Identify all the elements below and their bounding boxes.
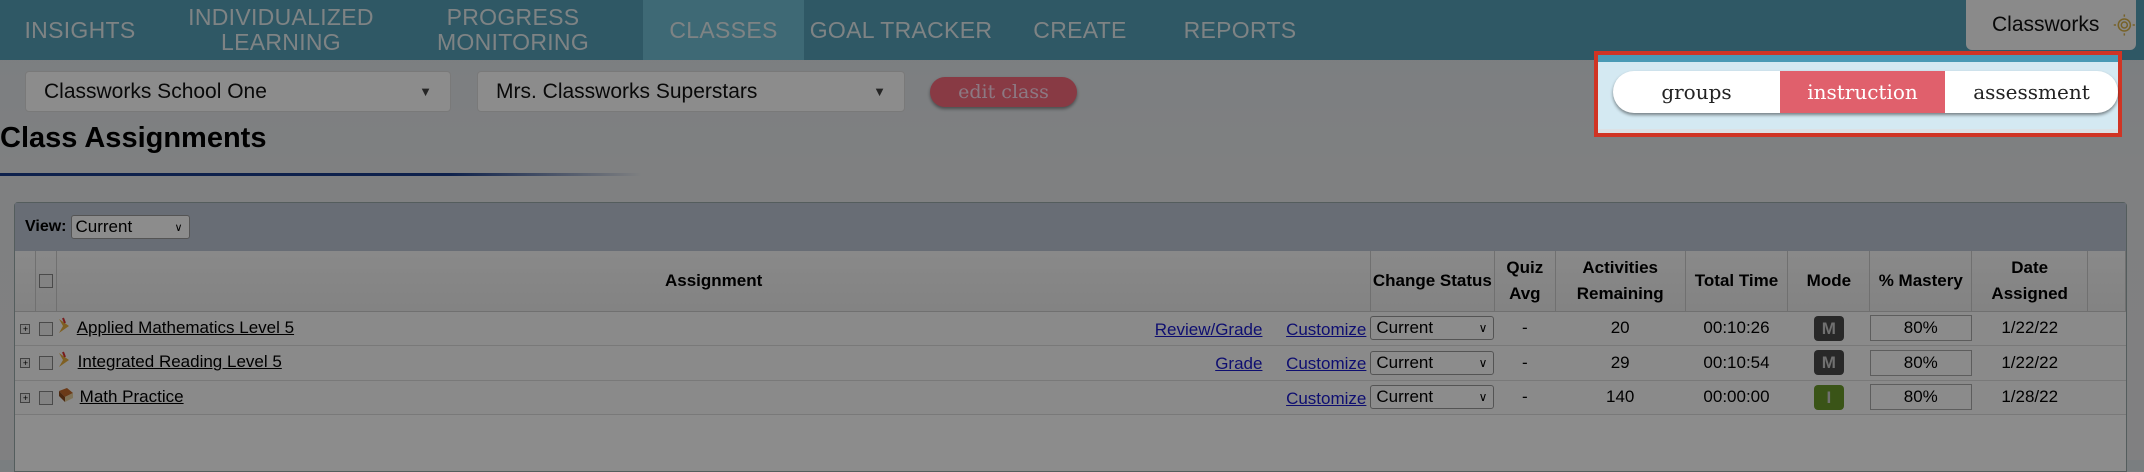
view-select[interactable]: Current ∨ bbox=[70, 215, 190, 239]
row-checkbox[interactable] bbox=[39, 356, 54, 371]
segment-assessment[interactable]: assessment bbox=[1973, 80, 2090, 104]
select-all-checkbox[interactable] bbox=[39, 274, 54, 289]
date-assigned: 1/28/22 bbox=[1971, 380, 2088, 415]
header-quiz-avg[interactable]: Quiz Avg bbox=[1494, 251, 1556, 312]
total-time: 00:00:00 bbox=[1685, 380, 1788, 415]
date-assigned: 1/22/22 bbox=[1971, 311, 2088, 346]
header-assignment[interactable]: Assignment bbox=[56, 251, 1371, 312]
expand-icon[interactable]: + bbox=[20, 323, 31, 334]
nav-reports[interactable]: REPORTS bbox=[1183, 16, 1297, 43]
activities-remaining: 20 bbox=[1555, 311, 1686, 346]
row-checkbox[interactable] bbox=[39, 321, 54, 336]
nav-progress-monitoring[interactable]: PROGRESS MONITORING bbox=[436, 4, 590, 55]
highlight-box: groups instruction assessment bbox=[1594, 51, 2122, 137]
activities-remaining: 140 bbox=[1555, 380, 1686, 415]
top-nav: INSIGHTS INDIVIDUALIZED LEARNING PROGRES… bbox=[0, 0, 2144, 60]
nav-classes[interactable]: CLASSES bbox=[643, 0, 804, 60]
status-select-value: Current bbox=[1376, 352, 1434, 372]
activities-remaining: 29 bbox=[1555, 345, 1686, 381]
grade-link[interactable]: Grade bbox=[1215, 354, 1263, 373]
learning-path-icon bbox=[58, 351, 69, 368]
mode-badge[interactable]: M bbox=[1813, 350, 1844, 376]
school-select[interactable]: Classworks School One ▼ bbox=[25, 71, 451, 112]
nav-individualized-learning[interactable]: INDIVIDUALIZED LEARNING bbox=[188, 4, 374, 55]
table-header: Assignment Change Status Quiz Avg Activi… bbox=[15, 251, 2126, 312]
school-select-value: Classworks School One bbox=[44, 79, 267, 103]
chevron-down-icon: ∨ bbox=[1478, 355, 1488, 370]
table-row: + Integrated Reading Level 5 Grade Custo… bbox=[15, 345, 2126, 381]
segment-instruction[interactable]: instruction bbox=[1780, 71, 1945, 113]
status-select-value: Current bbox=[1376, 318, 1434, 338]
total-time: 00:10:54 bbox=[1685, 345, 1788, 381]
status-select[interactable]: Current ∨ bbox=[1370, 350, 1495, 375]
view-label: View: bbox=[25, 218, 67, 235]
learning-path-icon bbox=[58, 317, 69, 333]
title-divider bbox=[0, 173, 642, 176]
grade-link[interactable]: Review/Grade bbox=[1154, 319, 1263, 339]
customize-link[interactable]: Customize bbox=[1286, 388, 1367, 408]
class-select[interactable]: Mrs. Classworks Superstars ▼ bbox=[477, 71, 905, 112]
assignment-link[interactable]: Integrated Reading Level 5 bbox=[77, 352, 282, 372]
book-icon bbox=[58, 387, 73, 402]
header-mastery[interactable]: % Mastery bbox=[1869, 251, 1973, 312]
mode-badge[interactable]: M bbox=[1813, 315, 1844, 341]
date-assigned: 1/22/22 bbox=[1971, 345, 2088, 381]
mastery-input[interactable]: 80% bbox=[1869, 315, 1972, 342]
chevron-down-icon: ▼ bbox=[873, 84, 886, 99]
edit-class-button[interactable]: edit class bbox=[930, 77, 1077, 107]
quiz-avg: - bbox=[1494, 311, 1556, 346]
sun-spiral-icon bbox=[2114, 14, 2136, 36]
nav-create[interactable]: CREATE bbox=[1033, 16, 1127, 43]
quiz-avg: - bbox=[1494, 380, 1556, 415]
header-activities-remaining[interactable]: Activities Remaining bbox=[1555, 251, 1686, 312]
brand-menu[interactable]: Classworks bbox=[1966, 0, 2136, 50]
mode-badge[interactable]: I bbox=[1813, 384, 1844, 410]
status-select[interactable]: Current ∨ bbox=[1370, 385, 1495, 410]
page-title: Class Assignments bbox=[0, 122, 267, 154]
header-date-assigned[interactable]: Date Assigned bbox=[1971, 251, 2089, 312]
status-select[interactable]: Current ∨ bbox=[1370, 316, 1495, 341]
chevron-down-icon: ▼ bbox=[419, 84, 432, 99]
chevron-down-icon: ∨ bbox=[174, 221, 183, 234]
chevron-down-icon: ∨ bbox=[1478, 321, 1488, 336]
assignment-link[interactable]: Math Practice bbox=[79, 386, 184, 406]
class-select-value: Mrs. Classworks Superstars bbox=[496, 79, 758, 103]
mastery-input[interactable]: 80% bbox=[1869, 384, 1972, 411]
status-select-value: Current bbox=[1376, 387, 1434, 407]
quiz-avg: - bbox=[1494, 345, 1556, 381]
row-checkbox[interactable] bbox=[39, 390, 54, 405]
header-mode[interactable]: Mode bbox=[1787, 251, 1871, 312]
brand-name: Classworks bbox=[1992, 13, 2100, 36]
expand-icon[interactable]: + bbox=[20, 392, 31, 403]
customize-link[interactable]: Customize bbox=[1286, 354, 1367, 373]
total-time: 00:10:26 bbox=[1685, 311, 1788, 346]
header-change-status[interactable]: Change Status bbox=[1370, 251, 1495, 312]
panel-toolbar: View: Current ∨ bbox=[15, 203, 2126, 251]
expand-icon[interactable]: + bbox=[20, 358, 31, 369]
customize-link[interactable]: Customize bbox=[1286, 319, 1367, 339]
nav-insights[interactable]: INSIGHTS bbox=[24, 16, 136, 43]
table-row: + Applied Mathematics Level 5 Review/Gra… bbox=[15, 311, 2126, 346]
header-total-time[interactable]: Total Time bbox=[1685, 251, 1789, 312]
view-select-value: Current bbox=[75, 217, 133, 236]
assignment-link[interactable]: Applied Mathematics Level 5 bbox=[76, 317, 295, 337]
table-row: + Math Practice Customize Current ∨ - 140… bbox=[15, 380, 2126, 415]
chevron-down-icon: ∨ bbox=[1478, 390, 1488, 405]
nav-goal-tracker[interactable]: GOAL TRACKER bbox=[809, 16, 993, 43]
segment-groups[interactable]: groups bbox=[1661, 80, 1732, 104]
mastery-input[interactable]: 80% bbox=[1869, 349, 1972, 376]
view-mode-toggle: groups instruction assessment bbox=[1613, 71, 2118, 113]
assignments-panel: View: Current ∨ Assignment Change Status … bbox=[14, 202, 2127, 472]
assignments-table: Assignment Change Status Quiz Avg Activi… bbox=[15, 251, 2126, 415]
